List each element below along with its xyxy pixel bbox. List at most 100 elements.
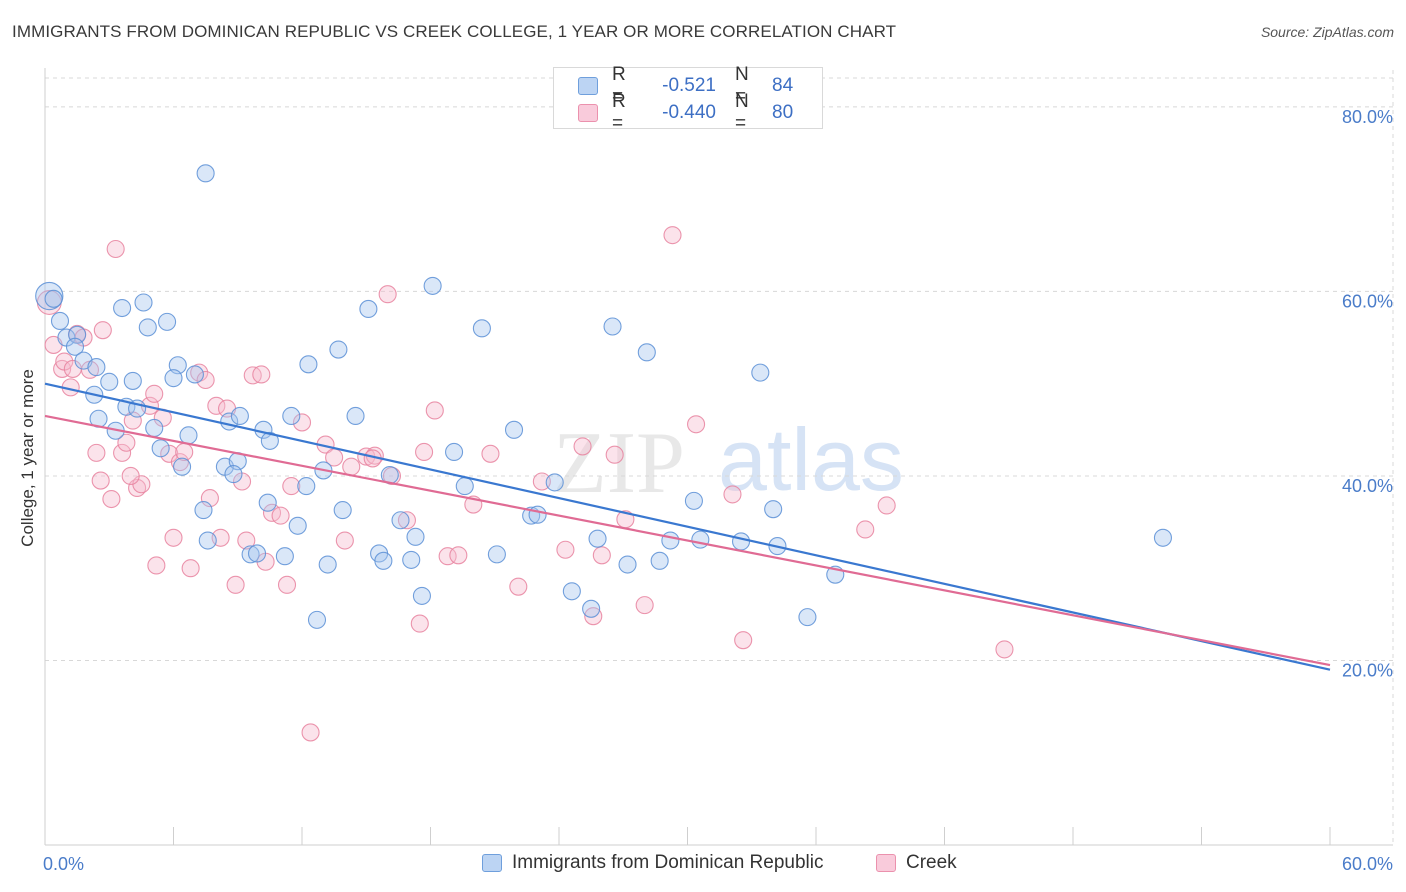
creek-point — [252, 365, 271, 384]
creek-point — [277, 575, 297, 594]
dominican-point — [173, 457, 192, 476]
creek-point — [425, 401, 444, 420]
dominican-point — [359, 299, 378, 319]
dominican-point — [123, 371, 142, 390]
creek-point — [342, 457, 361, 476]
creek-point — [592, 546, 611, 565]
dominican-point — [87, 358, 106, 377]
creek-trend-line — [44, 414, 1331, 667]
creek-point — [145, 384, 164, 403]
creek-point — [877, 496, 896, 515]
dominican-point — [164, 369, 183, 388]
x-tick-label-max: 60.0% — [1342, 854, 1393, 874]
creek-point — [102, 489, 121, 509]
dominican-point — [194, 501, 213, 520]
dominican-point — [588, 529, 607, 548]
dominican-point — [179, 426, 198, 445]
dominican-point — [764, 500, 783, 519]
creek-point — [397, 511, 416, 530]
creek-point — [207, 396, 226, 415]
creek-point — [573, 437, 592, 456]
creek-point — [170, 453, 189, 472]
dominican-point — [406, 527, 425, 546]
dominican-point — [260, 431, 279, 450]
dominican-point — [661, 531, 680, 550]
creek-point — [121, 466, 140, 486]
dominican-point — [650, 551, 669, 570]
creek-point — [113, 443, 132, 462]
dominican-point — [618, 555, 637, 574]
dominican-point — [603, 317, 622, 336]
dominican-point — [391, 511, 410, 530]
watermark-atlas: atlas — [718, 410, 904, 509]
r-label: R = — [612, 64, 626, 107]
trend-lines — [44, 382, 1331, 671]
creek-point — [196, 370, 215, 390]
legend-item-dominican[interactable]: Immigrants from Dominican Republic — [482, 852, 824, 874]
dominican-point — [297, 477, 316, 496]
dominican-point — [798, 608, 817, 627]
dominican-point — [44, 289, 63, 308]
dominican-point — [158, 312, 177, 331]
r-label: R = — [612, 91, 626, 134]
creek-point — [734, 631, 753, 650]
y-tick-label: 60.0% — [1342, 291, 1393, 311]
dominican-point — [472, 319, 491, 338]
creek-point — [91, 471, 110, 490]
r-value: -0.440 — [662, 102, 716, 123]
creek-point — [687, 415, 706, 434]
dominican-point — [247, 544, 267, 563]
y-tick-label: 40.0% — [1342, 476, 1393, 496]
dominican-point — [1153, 528, 1172, 547]
creek-point — [635, 596, 654, 615]
correlation-stats-box: R = -0.521 N = 84 R = -0.440 N = 80 — [553, 64, 823, 134]
dominican-point — [288, 516, 307, 535]
dominican-point — [582, 599, 601, 618]
dominican-point — [258, 493, 277, 512]
dominican-point — [423, 276, 442, 295]
creek-point — [271, 506, 290, 525]
legend-item-creek[interactable]: Creek — [876, 852, 957, 874]
dominican-point — [545, 473, 564, 492]
n-label: N = — [735, 91, 749, 134]
creek-point — [93, 321, 112, 340]
creek-point — [605, 445, 624, 464]
creek-point — [226, 575, 245, 594]
creek-point — [164, 528, 183, 547]
dominican-point — [731, 532, 751, 551]
x-tick-label-min: 0.0% — [43, 854, 84, 874]
creek-point — [282, 477, 301, 496]
dominican-point — [455, 477, 474, 496]
dominican-point — [185, 365, 204, 384]
creek-point — [449, 546, 468, 565]
dominican-point — [113, 298, 132, 318]
creek-point — [53, 359, 72, 378]
y-tick-labels: 20.0% 40.0% 60.0% 80.0% — [1342, 107, 1393, 681]
dominican-point — [65, 337, 85, 356]
dominican-point — [282, 406, 301, 426]
dominican-point — [224, 465, 243, 484]
creek-point — [532, 472, 551, 491]
dominican-point — [299, 355, 318, 374]
creek-point — [87, 443, 106, 462]
source-credit: Source: ZipAtlas.com — [1260, 24, 1394, 40]
dominican-point — [196, 164, 215, 183]
creek-point — [556, 540, 575, 559]
stats-swatch-pink — [578, 104, 598, 122]
legend-swatch-blue — [482, 854, 502, 872]
stats-swatch-blue — [578, 77, 598, 95]
dominican-point — [504, 420, 524, 439]
y-axis-label: College, 1 year or more — [18, 369, 37, 547]
dominican-point — [307, 610, 327, 629]
creek-point — [292, 413, 312, 432]
dominican-point — [751, 363, 770, 382]
creek-point — [723, 485, 742, 504]
dominican-point — [230, 406, 249, 426]
dominican-point — [445, 442, 464, 462]
y-tick-label: 20.0% — [1342, 660, 1393, 680]
dominican-point — [487, 545, 506, 564]
n-value: 80 — [772, 102, 794, 123]
watermark-zip: ZIP — [553, 415, 685, 512]
legend-label: Immigrants from Dominican Republic — [512, 852, 824, 873]
